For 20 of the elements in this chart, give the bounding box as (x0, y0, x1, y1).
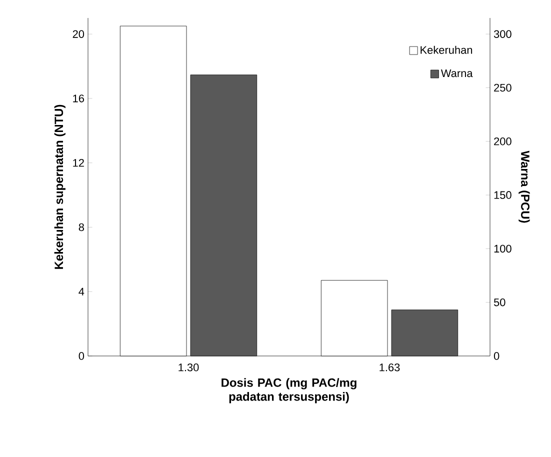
x-tick-label: 1.63 (380, 364, 400, 372)
x-tick-label: 1.30 (178, 364, 199, 372)
legend-label: Kekeruhan (420, 46, 472, 54)
y2-tick-label: 150 (494, 191, 512, 199)
y-axis-title: Kekeruhan supernatan (NTU) (54, 104, 66, 269)
legend-label: Warna (440, 69, 473, 78)
y2-tick-label: 200 (494, 138, 512, 146)
y2-tick-label: 50 (494, 298, 506, 306)
y2-tick-label: 250 (494, 84, 512, 92)
x-axis-title: Dosis PAC (mg PAC/mg padatan tersuspensi) (222, 378, 356, 404)
y-tick-label: 16 (73, 94, 84, 102)
y2-tick-label: 100 (494, 244, 512, 253)
y2-tick-label: 300 (494, 30, 512, 38)
y-tick-label: 0 (78, 352, 84, 360)
y-tick-label: 4 (78, 288, 84, 296)
y-tick-label: 8 (78, 223, 84, 232)
y2-tick-label: 0 (494, 352, 500, 360)
y-tick-label: 12 (73, 159, 84, 167)
y-tick-label: 20 (72, 30, 84, 38)
y2-axis-title: Warna (PCU) (518, 150, 530, 223)
